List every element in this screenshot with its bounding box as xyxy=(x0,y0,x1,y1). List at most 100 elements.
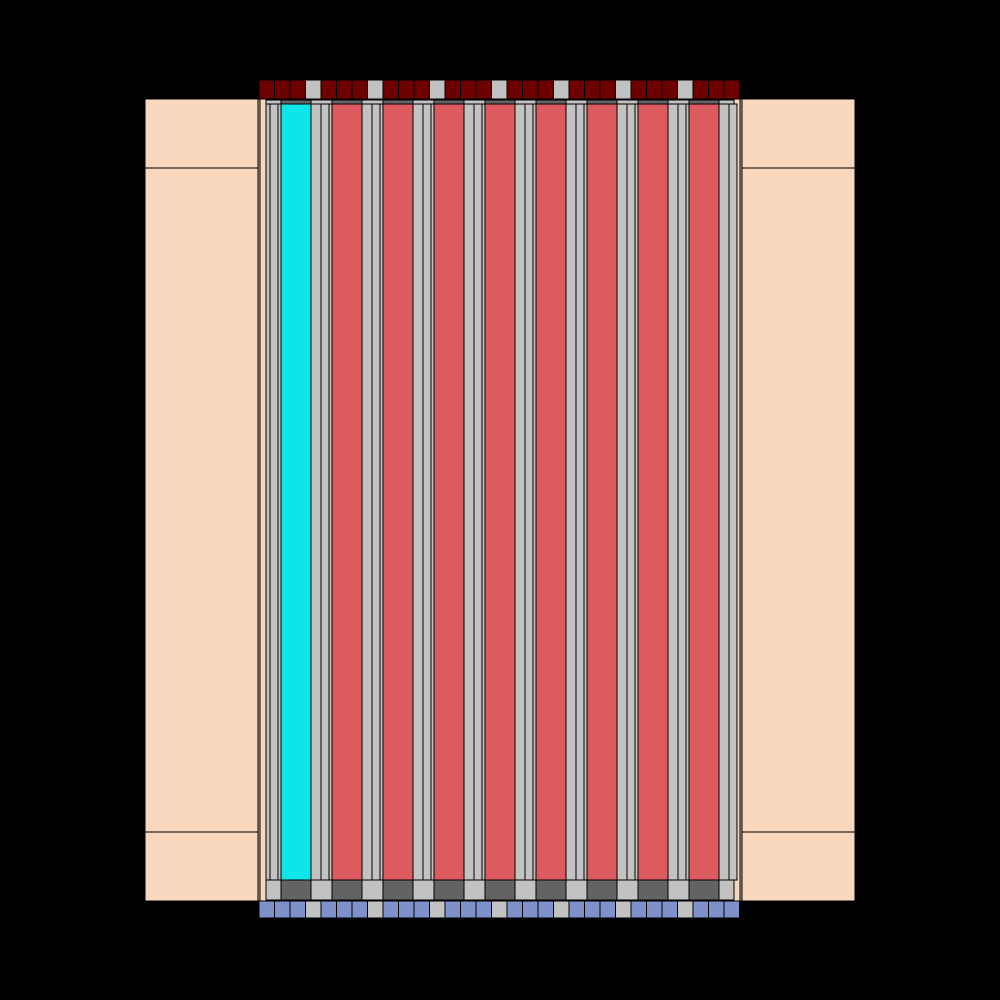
control-rod xyxy=(280,103,312,881)
bottom-plate-segment xyxy=(723,900,740,919)
top-plate-segment xyxy=(615,79,632,100)
channel-rib xyxy=(677,103,687,881)
fuel-rod xyxy=(433,103,465,881)
fuel-rod xyxy=(331,103,363,881)
bottom-plate-segment xyxy=(630,900,647,919)
top-plate-segment xyxy=(305,79,322,100)
top-plate-segment xyxy=(708,79,725,100)
fuel-rod xyxy=(637,103,669,881)
bottom-plate-segment xyxy=(367,900,384,919)
top-plate-segment xyxy=(537,79,554,100)
channel-rib xyxy=(524,103,534,881)
bottom-plate-segment xyxy=(677,900,694,919)
left-reflector xyxy=(144,98,259,902)
top-plate-segment xyxy=(382,79,399,100)
channel-rib xyxy=(371,103,381,881)
bottom-plate-segment xyxy=(491,900,508,919)
bottom-plate-segment xyxy=(553,900,570,919)
fuel-rod xyxy=(586,103,618,881)
bottom-plate-segment xyxy=(584,900,601,919)
bottom-plate-segment xyxy=(289,900,306,919)
bottom-plate-segment xyxy=(320,900,337,919)
channel-rib xyxy=(473,103,483,881)
top-plate-segment xyxy=(367,79,384,100)
bottom-plate-segment xyxy=(382,900,399,919)
top-plate-segment xyxy=(413,79,430,100)
fuel-rod xyxy=(382,103,414,881)
fuel-rod xyxy=(484,103,516,881)
top-plate-segment xyxy=(289,79,306,100)
bottom-plate-segment xyxy=(568,900,585,919)
upper-plug xyxy=(535,99,567,105)
bottom-plate-segment xyxy=(398,900,415,919)
bottom-plate-segment xyxy=(258,900,275,919)
top-plate-segment xyxy=(444,79,461,100)
upper-plug xyxy=(586,99,618,105)
top-plate-segment xyxy=(274,79,291,100)
fuel-rod xyxy=(688,103,720,881)
bottom-plate-segment xyxy=(522,900,539,919)
bottom-plate-segment xyxy=(475,900,492,919)
top-plate-segment xyxy=(258,79,275,100)
upper-plug xyxy=(331,99,363,105)
bottom-plate-segment xyxy=(336,900,353,919)
lower-plug xyxy=(433,879,465,901)
left-wall xyxy=(259,98,267,902)
bottom-plate-segment xyxy=(444,900,461,919)
lower-plug xyxy=(484,879,516,901)
channel-rib xyxy=(626,103,636,881)
bottom-plate-segment xyxy=(305,900,322,919)
bottom-plate-segment xyxy=(413,900,430,919)
upper-plug xyxy=(637,99,669,105)
channel-rib xyxy=(575,103,585,881)
bottom-plate-segment xyxy=(351,900,368,919)
bottom-plate-segment xyxy=(460,900,477,919)
bottom-plate-segment xyxy=(599,900,616,919)
top-plate-segment xyxy=(723,79,740,100)
upper-plug xyxy=(433,99,465,105)
bottom-plate-segment xyxy=(274,900,291,919)
bottom-plate-segment xyxy=(615,900,632,919)
top-plate-segment xyxy=(522,79,539,100)
upper-plug xyxy=(280,99,312,105)
lower-plug xyxy=(331,879,363,901)
channel-rib xyxy=(269,103,279,881)
top-plate-segment xyxy=(351,79,368,100)
top-plate-segment xyxy=(460,79,477,100)
top-plate-segment xyxy=(398,79,415,100)
top-plate-segment xyxy=(646,79,663,100)
top-plate-segment xyxy=(429,79,446,100)
lower-plug xyxy=(637,879,669,901)
top-plate-segment xyxy=(506,79,523,100)
lower-plug xyxy=(688,879,720,901)
fuel-rod xyxy=(535,103,567,881)
lower-plug xyxy=(535,879,567,901)
channel-rib xyxy=(422,103,432,881)
top-plate-segment xyxy=(475,79,492,100)
top-plate-segment xyxy=(630,79,647,100)
top-plate-segment xyxy=(336,79,353,100)
bottom-plate-segment xyxy=(708,900,725,919)
upper-plug xyxy=(484,99,516,105)
top-plate-segment xyxy=(692,79,709,100)
top-plate-segment xyxy=(599,79,616,100)
bottom-plate-segment xyxy=(537,900,554,919)
bottom-plate-segment xyxy=(646,900,663,919)
top-plate-segment xyxy=(491,79,508,100)
top-plate-segment xyxy=(677,79,694,100)
upper-plug xyxy=(688,99,720,105)
bottom-plate-segment xyxy=(661,900,678,919)
bottom-plate-segment xyxy=(506,900,523,919)
top-plate-segment xyxy=(584,79,601,100)
bottom-plate-segment xyxy=(429,900,446,919)
top-plate-segment xyxy=(553,79,570,100)
top-plate-segment xyxy=(661,79,678,100)
bottom-plate-segment xyxy=(692,900,709,919)
channel-rib xyxy=(320,103,330,881)
lower-plug xyxy=(382,879,414,901)
lower-plug xyxy=(280,879,312,901)
top-plate-segment xyxy=(568,79,585,100)
right-reflector xyxy=(741,98,856,902)
top-plate-segment xyxy=(320,79,337,100)
